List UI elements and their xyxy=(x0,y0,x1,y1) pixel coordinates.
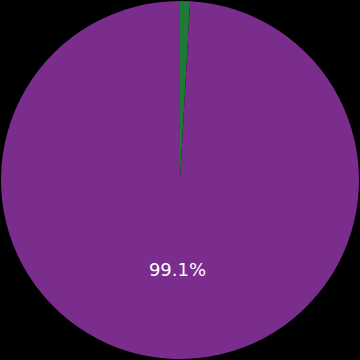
svg-text:99.1%: 99.1% xyxy=(149,259,206,280)
